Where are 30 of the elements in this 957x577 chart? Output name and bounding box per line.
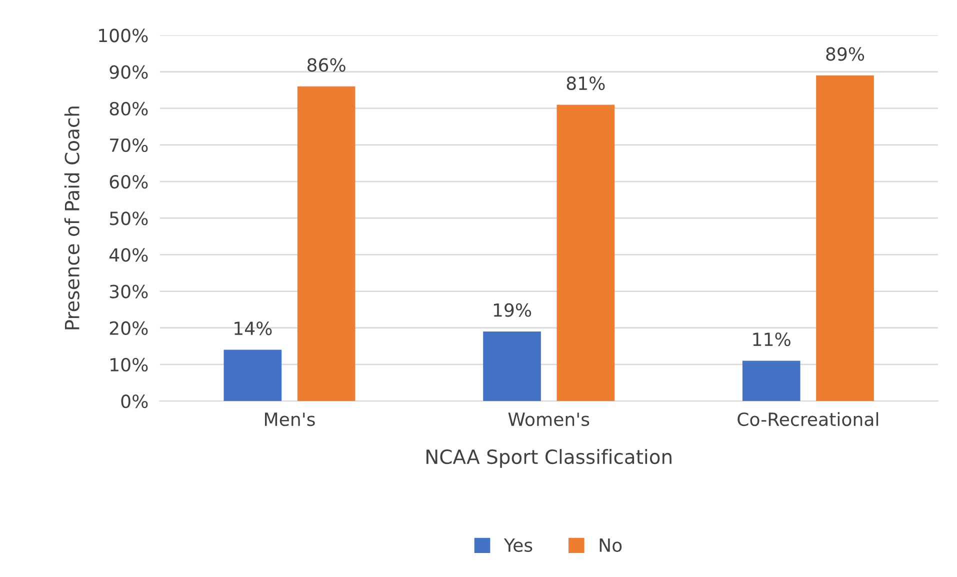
y-tick-label: 20% xyxy=(110,321,148,335)
x-tick-label: Men's xyxy=(265,412,315,426)
bar xyxy=(816,75,874,402)
y-tick-label: 40% xyxy=(109,248,148,262)
x-tick-label: Women's xyxy=(508,412,590,426)
legend-label: No xyxy=(600,538,622,552)
y-tick-label: 10% xyxy=(110,358,148,372)
data-label: 81% xyxy=(566,76,605,90)
x-axis-title: NCAA Sport Classification xyxy=(426,449,672,468)
bar xyxy=(742,360,800,402)
x-tick-label: Co-Recreational xyxy=(738,412,878,426)
data-label: 11% xyxy=(753,332,790,346)
bar xyxy=(224,350,282,402)
y-tick-label: 70% xyxy=(110,138,148,152)
y-axis-title: Presence of Paid Coach xyxy=(64,106,80,330)
data-label: 89% xyxy=(826,47,864,61)
data-label: 86% xyxy=(307,58,346,72)
data-label: 14% xyxy=(234,322,272,336)
legend-label: Yes xyxy=(504,538,532,552)
data-label: 19% xyxy=(494,303,532,317)
bar xyxy=(483,332,541,402)
y-tick-label: 0% xyxy=(121,394,148,408)
y-tick-label: 90% xyxy=(110,65,148,79)
y-tick-label: 30% xyxy=(110,284,148,298)
y-tick-label: 50% xyxy=(110,212,148,226)
y-tick-label: 80% xyxy=(110,102,148,116)
bar xyxy=(556,104,615,402)
y-tick-label: 60% xyxy=(110,174,148,189)
y-tick-label: 100% xyxy=(99,28,148,42)
bar xyxy=(297,86,356,402)
